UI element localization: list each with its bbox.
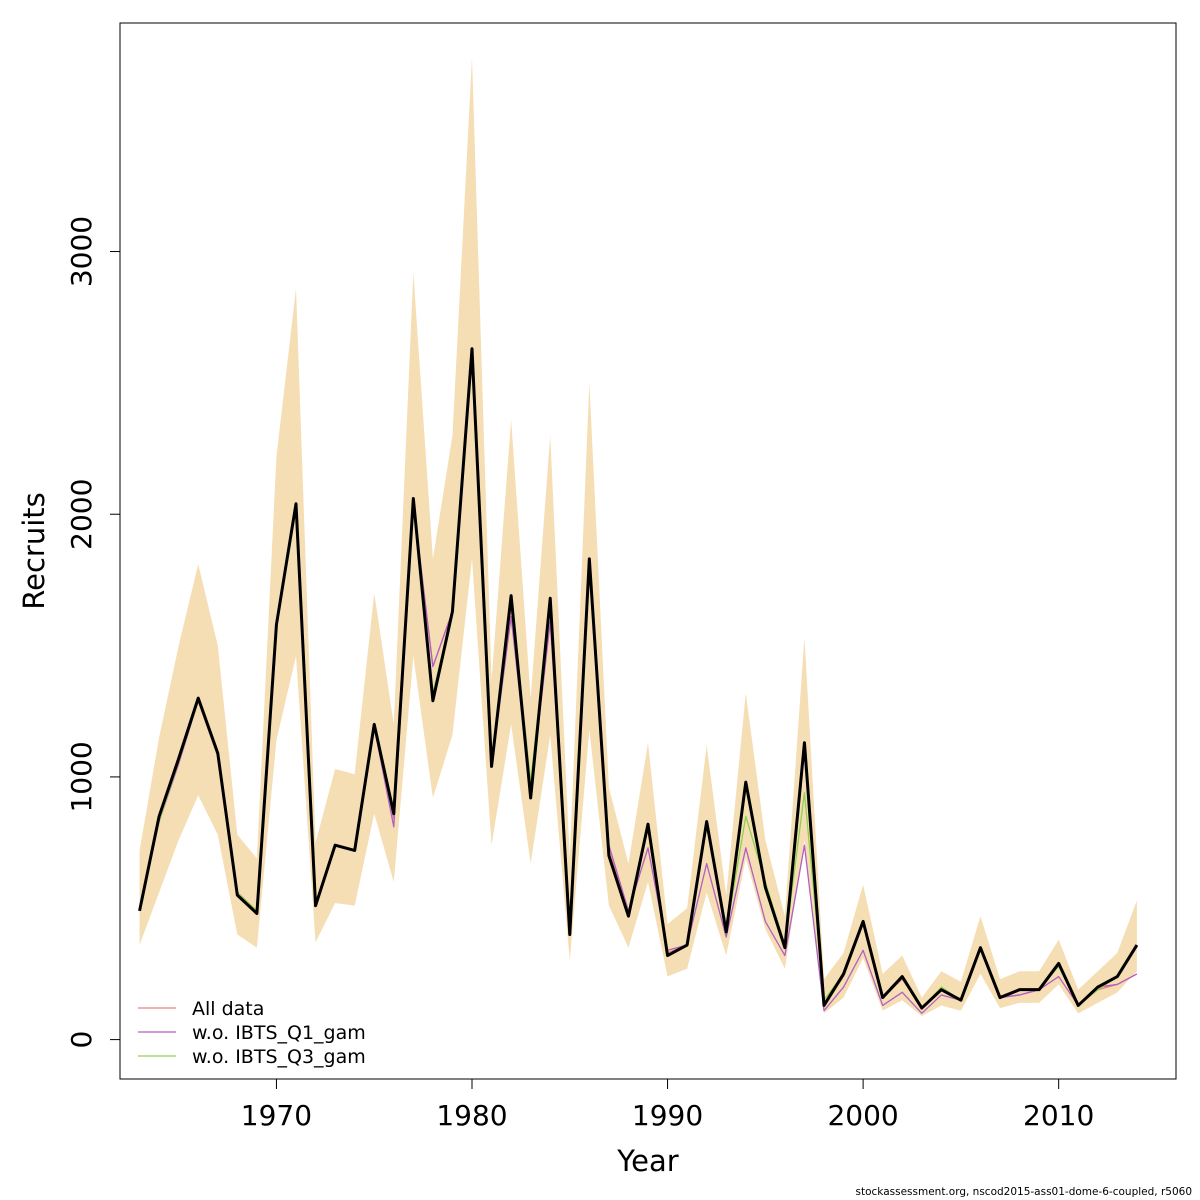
y-tick-label: 0 — [65, 1031, 98, 1049]
footer-note: stockassessment.org, nscod2015-ass01-dom… — [855, 1186, 1192, 1198]
x-tick-label: 1990 — [632, 1099, 703, 1132]
x-axis-title: Year — [616, 1144, 678, 1178]
confidence-band-layer — [139, 57, 1137, 1016]
x-tick-label: 1980 — [436, 1099, 507, 1132]
y-tick-label: 1000 — [65, 741, 98, 812]
y-axis-title: Recruits — [17, 492, 51, 609]
series-line-estimate — [138, 347, 1139, 1010]
y-tick-label: 2000 — [65, 479, 98, 550]
y-tick-label: 3000 — [65, 216, 98, 287]
legend-label: All data — [192, 998, 264, 1020]
series-layer — [138, 347, 1139, 1014]
x-axis: 1970 1980 1990 2000 2010 — [241, 1078, 1094, 1132]
legend-label: w.o. IBTS_Q1_gam — [192, 1022, 366, 1044]
x-tick-label: 1970 — [241, 1099, 312, 1132]
x-tick-label: 2000 — [827, 1099, 898, 1132]
confidence-band — [139, 57, 1137, 1016]
y-axis: 0 1000 2000 3000 — [65, 216, 121, 1049]
legend-label: w.o. IBTS_Q3_gam — [192, 1046, 366, 1068]
x-tick-label: 2010 — [1023, 1099, 1094, 1132]
